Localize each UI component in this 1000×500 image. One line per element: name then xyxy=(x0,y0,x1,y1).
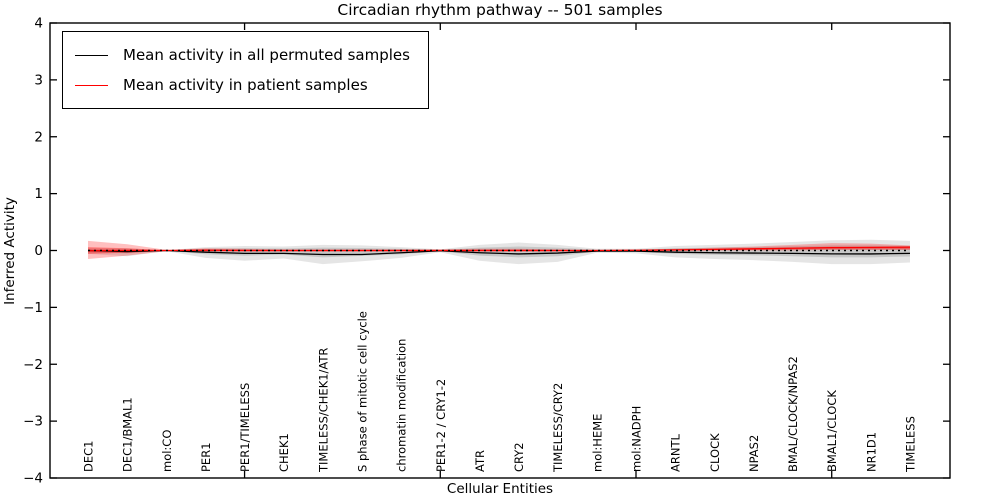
category-label-3: PER1 xyxy=(199,442,213,472)
category-label-19: BMAL1/CLOCK xyxy=(825,390,839,472)
category-label-9: PER1-2 / CRY1-2 xyxy=(434,379,448,472)
category-label-16: CLOCK xyxy=(708,433,722,472)
y-tick-label-4: 0 xyxy=(34,243,43,259)
band-1 xyxy=(88,245,910,258)
category-label-5: CHEK1 xyxy=(277,433,291,472)
category-label-11: CRY2 xyxy=(512,442,526,472)
series-line-0 xyxy=(87,249,911,256)
y-tick-label-2: 2 xyxy=(34,129,43,145)
category-label-10: ATR xyxy=(473,450,487,472)
permuted-line-swatch xyxy=(75,54,108,56)
y-tick-label-1: 3 xyxy=(34,72,43,88)
legend-label-permuted: Mean activity in all permuted samples xyxy=(123,46,410,64)
x-axis-title: Cellular Entities xyxy=(446,481,554,497)
category-label-18: BMAL/CLOCK/NPAS2 xyxy=(786,356,800,472)
category-label-4: PER1/TIMELESS xyxy=(238,383,252,472)
legend: Mean activity in all permuted samples Me… xyxy=(62,31,429,109)
category-label-21: TIMELESS xyxy=(904,416,918,473)
legend-row-permuted: Mean activity in all permuted samples xyxy=(75,40,410,70)
category-label-20: NR1D1 xyxy=(864,432,878,472)
patient-line-swatch xyxy=(75,84,108,86)
category-label-2: mol:CO xyxy=(160,430,174,472)
y-tick-label-0: 4 xyxy=(34,16,43,32)
legend-label-patient: Mean activity in patient samples xyxy=(123,76,368,94)
series-line-1 xyxy=(87,246,911,252)
y-tick-label-7: −3 xyxy=(23,414,43,430)
category-label-15: ARNTL xyxy=(669,434,683,472)
y-axis-title: Inferred Activity xyxy=(2,197,18,305)
category-label-6: TIMELESS/CHEK1/ATR xyxy=(316,348,330,473)
category-label-8: chromatin modification xyxy=(395,339,409,472)
category-label-17: NPAS2 xyxy=(747,435,761,472)
category-label-13: mol:HEME xyxy=(590,414,604,472)
legend-row-patient: Mean activity in patient samples xyxy=(75,70,410,100)
y-tick-label-6: −2 xyxy=(23,357,43,373)
category-label-12: TIMELESS/CRY2 xyxy=(551,383,565,473)
category-label-0: DEC1 xyxy=(82,441,96,472)
y-tick-label-3: 1 xyxy=(34,186,43,202)
chart-title: Circadian rhythm pathway -- 501 samples xyxy=(337,1,663,19)
y-tick-label-8: −4 xyxy=(23,471,43,487)
category-label-7: S phase of mitotic cell cycle xyxy=(356,311,370,472)
category-label-14: mol:NADPH xyxy=(630,406,644,472)
band-0 xyxy=(88,239,910,265)
category-label-1: DEC1/BMAL1 xyxy=(121,397,135,472)
y-tick-label-5: −1 xyxy=(23,300,43,316)
